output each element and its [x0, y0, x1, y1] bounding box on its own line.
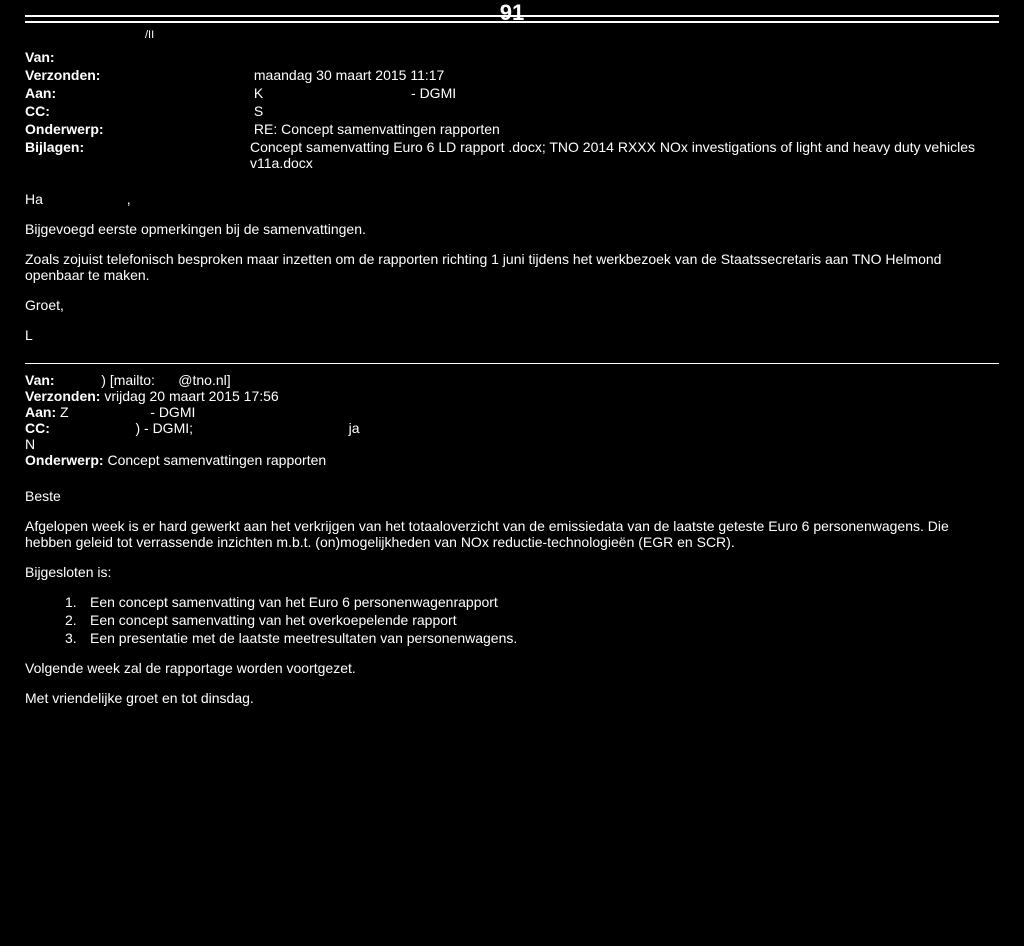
list-text: Een presentatie met de laatste meetresul…: [90, 630, 517, 646]
greeting-inner: Beste: [25, 488, 999, 504]
inner-to-line: Aan: Z - DGMI: [25, 404, 999, 420]
outer-para-2: Zoals zojuist telefonisch besproken maar…: [25, 251, 999, 283]
outer-signoff: Groet,: [25, 297, 999, 313]
label-to: Aan:: [25, 85, 125, 101]
label-sent: Verzonden:: [25, 67, 125, 83]
list-number: 2.: [65, 612, 90, 628]
label-attachments: Bijlagen:: [25, 139, 125, 171]
value-subject: RE: Concept samenvattingen rapporten: [125, 121, 999, 137]
inner-para-1: Afgelopen week is er hard gewerkt aan he…: [25, 518, 999, 550]
inner-subject-line: Onderwerp: Concept samenvattingen rappor…: [25, 452, 999, 468]
value-cc: S: [125, 103, 999, 119]
inner-cc-line: CC: ) - DGMI; ja: [25, 420, 999, 436]
value-attachments: Concept samenvatting Euro 6 LD rapport .…: [125, 139, 999, 171]
single-N: N: [25, 436, 999, 452]
greeting-outer: Ha ,: [25, 191, 999, 207]
value-from: [125, 49, 999, 65]
list-item: 3. Een presentatie met de laatste meetre…: [65, 630, 999, 646]
outer-para-1: Bijgevoegd eerste opmerkingen bij de sam…: [25, 221, 999, 237]
inner-list-intro: Bijgesloten is:: [25, 564, 999, 580]
label-from: Van:: [25, 49, 125, 65]
value-to: K - DGMI: [125, 85, 999, 101]
inner-from-line: Van: ) [mailto: @tno.nl]: [25, 372, 999, 388]
list-text: Een concept samenvatting van het Euro 6 …: [90, 594, 498, 610]
value-sent: maandag 30 maart 2015 11:17: [125, 67, 999, 83]
list-number: 1.: [65, 594, 90, 610]
list-item: 2. Een concept samenvatting van het over…: [65, 612, 999, 628]
email-body-inner: Beste Afgelopen week is er hard gewerkt …: [25, 488, 999, 706]
single-L: L: [25, 327, 999, 343]
list-number: 3.: [65, 630, 90, 646]
label-subject: Onderwerp:: [25, 121, 125, 137]
email-header-outer: Van: Verzonden: maandag 30 maart 2015 11…: [25, 49, 999, 171]
inner-closing: Met vriendelijke groet en tot dinsdag.: [25, 690, 999, 706]
email-header-inner: Van: ) [mailto: @tno.nl] Verzonden: vrij…: [25, 363, 999, 468]
list-text: Een concept samenvatting van het overkoe…: [90, 612, 457, 628]
inner-sent-line: Verzonden: vrijdag 20 maart 2015 17:56: [25, 388, 999, 404]
top-mark-a: /II: [145, 29, 154, 41]
list-item: 1. Een concept samenvatting van het Euro…: [65, 594, 999, 610]
page-number: 91: [500, 0, 524, 26]
inner-para-2: Volgende week zal de rapportage worden v…: [25, 660, 999, 676]
email-body-outer: Ha , Bijgevoegd eerste opmerkingen bij d…: [25, 191, 999, 343]
label-cc: CC:: [25, 103, 125, 119]
